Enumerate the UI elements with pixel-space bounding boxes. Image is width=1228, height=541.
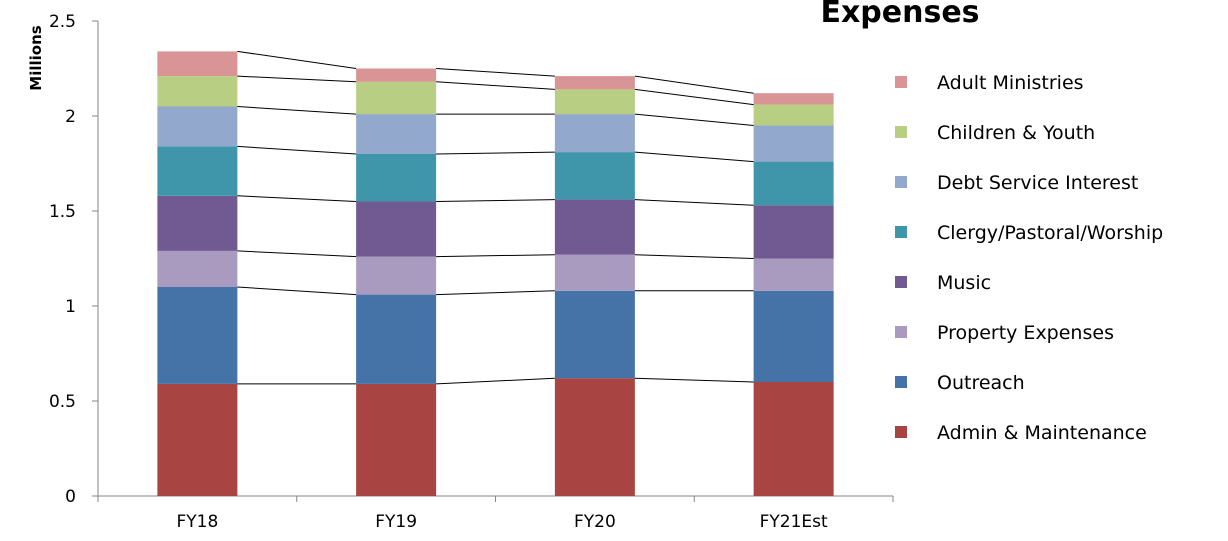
legend-label: Clergy/Pastoral/Worship: [937, 222, 1163, 244]
series-line: [237, 50, 357, 69]
bar-segment: [356, 114, 437, 154]
series-line: [436, 151, 555, 155]
bar-segment: [356, 256, 437, 295]
series-line: [634, 75, 754, 94]
bar-segment: [356, 68, 437, 82]
bar-segment: [554, 199, 635, 255]
bar-segment: [753, 161, 834, 206]
legend-swatch: [895, 226, 907, 238]
series-lines: [237, 50, 754, 385]
bar-segment: [157, 287, 238, 384]
bar-segment: [356, 201, 437, 257]
bar-segment: [356, 294, 437, 384]
bar-segment: [157, 383, 238, 496]
legend-label: Music: [937, 272, 991, 294]
legend-swatch: [895, 326, 907, 338]
bar-segment: [157, 76, 238, 107]
legend-swatch: [895, 276, 907, 288]
legend-swatch: [895, 426, 907, 438]
x-tick-label: FY20: [574, 512, 616, 532]
bar-segment: [753, 93, 834, 105]
legend-label: Admin & Maintenance: [937, 422, 1147, 444]
bar-segment: [554, 76, 635, 90]
y-tick-label: 0: [65, 487, 76, 507]
legend: Adult Ministries Children & Youth Debt Ser…: [895, 72, 1163, 444]
series-line: [237, 250, 357, 258]
series-line: [436, 290, 555, 296]
bar-segment: [554, 378, 635, 496]
series-line: [436, 377, 555, 385]
chart-title: Expenses: [820, 0, 979, 30]
bar-segment: [157, 106, 238, 147]
legend-label: Debt Service Interest: [937, 172, 1138, 194]
y-tick-label: 1.5: [49, 202, 76, 222]
bar-segment: [356, 383, 437, 496]
legend-label: Outreach: [937, 372, 1025, 394]
y-tick-label: 0.5: [49, 392, 76, 412]
bar-segment: [554, 152, 635, 200]
series-line: [237, 75, 357, 83]
bars: [157, 51, 834, 496]
y-tick-label: 2.5: [49, 12, 76, 32]
bar-segment: [356, 154, 437, 202]
series-line: [436, 81, 555, 90]
legend-label: Adult Ministries: [937, 72, 1084, 94]
bar-segment: [554, 254, 635, 291]
axes: 0 0.5 1 1.5 2 2.5 FY18 FY19 FY20 FY21Est: [49, 12, 894, 532]
bar-segment: [753, 258, 834, 291]
bar-segment: [554, 114, 635, 153]
legend-swatch: [895, 126, 907, 138]
x-tick-label: FY18: [176, 512, 218, 532]
bar-segment: [753, 205, 834, 259]
series-line: [237, 106, 357, 115]
series-line: [634, 151, 754, 163]
legend-swatch: [895, 76, 907, 88]
bar-segment: [554, 89, 635, 115]
bar-segment: [157, 195, 238, 251]
series-line: [634, 113, 754, 126]
y-axis-label: Millions: [27, 25, 45, 90]
legend-swatch: [895, 176, 907, 188]
series-line: [436, 254, 555, 258]
x-tick-label: FY19: [375, 512, 417, 532]
series-line: [634, 88, 754, 106]
bar-segment: [157, 146, 238, 196]
legend-label: Children & Youth: [937, 122, 1095, 144]
legend-label: Property Expenses: [937, 322, 1114, 344]
bar-segment: [753, 104, 834, 126]
bar-segment: [753, 125, 834, 162]
series-line: [634, 199, 754, 206]
series-line: [634, 377, 754, 383]
bar-segment: [753, 290, 834, 382]
series-line: [436, 199, 555, 202]
bar-segment: [157, 250, 238, 287]
series-line: [237, 286, 357, 296]
x-tick-label: FY21Est: [760, 512, 828, 532]
bar-segment: [554, 290, 635, 379]
y-tick-label: 2: [65, 107, 76, 127]
bar-segment: [753, 382, 834, 496]
y-tick-label: 1: [65, 297, 76, 317]
series-line: [237, 145, 357, 155]
bar-segment: [157, 51, 238, 77]
series-line: [237, 195, 357, 202]
legend-swatch: [895, 376, 907, 388]
bar-segment: [356, 81, 437, 115]
series-line: [634, 254, 754, 259]
series-line: [436, 68, 555, 77]
